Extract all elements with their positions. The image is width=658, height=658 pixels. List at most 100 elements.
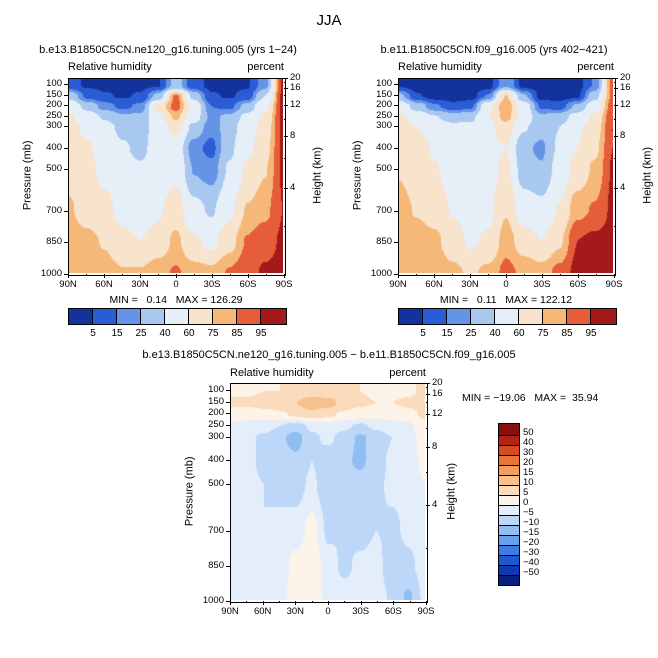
colorbar-label: 50: [523, 427, 534, 438]
height-tick-label: 4: [432, 498, 438, 510]
x-tick-label: 90N: [59, 279, 77, 290]
axis-tick: [470, 274, 471, 278]
pressure-tick-label: 300: [376, 120, 392, 132]
colorbar-label: 5: [523, 487, 529, 498]
colorbar-cell: [542, 308, 569, 325]
axis-tick: [226, 565, 230, 567]
pressure-tick-label: 150: [46, 88, 62, 100]
colorbar-label: −30: [523, 547, 540, 558]
colorbar-label: 40: [489, 328, 501, 339]
x-tick-label: 30S: [203, 279, 221, 290]
height-tick-label: 16: [290, 81, 301, 93]
axis-tick: [614, 135, 618, 137]
axis-tick: [394, 94, 398, 96]
axis-tick: [416, 274, 417, 276]
axis-tick: [86, 274, 87, 276]
colorbar-cell: [398, 308, 425, 325]
axis-tick: [176, 274, 177, 278]
pressure-tick-label: 400: [376, 141, 392, 153]
colorbar-label: 15: [523, 467, 534, 478]
colorbar-label: 85: [231, 328, 243, 339]
axis-tick: [394, 147, 398, 149]
axis-tick: [284, 118, 286, 120]
colorbar-cell: [498, 423, 520, 436]
axis-tick: [394, 84, 398, 86]
pressure-axis-label: Pressure (mb): [183, 456, 196, 527]
axis-tick: [284, 135, 288, 137]
x-tick-label: 90N: [389, 279, 407, 290]
pressure-tick-label: 200: [46, 99, 62, 111]
contour-canvas: [231, 384, 425, 600]
axis-tick: [452, 274, 453, 276]
colorbar-label: 75: [537, 328, 549, 339]
axis-tick: [488, 274, 489, 276]
height-tick-label: 8: [620, 129, 626, 141]
contour-canvas: [69, 79, 283, 273]
axis-tick: [246, 601, 248, 603]
axis-tick: [64, 115, 68, 117]
x-tick-label: 30S: [533, 279, 551, 290]
x-tick-label: 30N: [461, 279, 479, 290]
axis-tick: [426, 393, 430, 395]
pressure-tick-label: 200: [376, 99, 392, 111]
axis-tick: [434, 274, 435, 278]
colorbar-label: 20: [523, 457, 534, 468]
axis-tick: [122, 274, 123, 276]
pressure-tick-label: 100: [46, 78, 62, 90]
axis-tick: [394, 274, 398, 275]
pressure-tick-label: 150: [376, 88, 392, 100]
axis-tick: [226, 436, 230, 438]
axis-tick: [68, 274, 69, 278]
axis-tick: [158, 274, 159, 276]
axis-tick: [64, 210, 68, 212]
axis-tick: [614, 274, 615, 278]
units-label: percent: [389, 367, 426, 379]
height-axis-label: Height (km): [445, 462, 458, 520]
axis-tick: [393, 601, 395, 605]
axis-tick: [226, 390, 230, 392]
axis-tick: [426, 504, 430, 506]
colorbar-label: 95: [255, 328, 267, 339]
x-tick-label: 30N: [131, 279, 149, 290]
x-tick-label: 60S: [569, 279, 587, 290]
pressure-tick-label: 250: [46, 109, 62, 121]
axis-tick: [262, 601, 264, 605]
height-tick-label: 12: [290, 99, 301, 111]
x-tick-label: 90N: [221, 606, 239, 617]
axis-tick: [426, 472, 428, 474]
colorbar-label: 30: [523, 447, 534, 458]
pressure-tick-label: 400: [46, 141, 62, 153]
height-tick-label: 4: [620, 181, 626, 193]
colorbar-cell: [92, 308, 119, 325]
colorbar-cell: [470, 308, 497, 325]
axis-tick: [614, 105, 618, 107]
colorbar-label: 40: [159, 328, 171, 339]
x-tick-label: 90S: [417, 606, 435, 617]
axis-tick: [394, 242, 398, 244]
axis-tick: [284, 87, 288, 89]
field-label: Relative humidity: [68, 61, 152, 73]
axis-tick: [614, 95, 616, 97]
colorbar-label: −50: [523, 567, 540, 578]
colorbar-cell: [590, 308, 617, 325]
colorbar-cell: [188, 308, 215, 325]
height-axis-label: Height (km): [641, 146, 654, 204]
height-tick-label: 20: [620, 72, 631, 83]
colorbar-cell: [140, 308, 167, 325]
axis-tick: [64, 84, 68, 86]
axis-tick: [284, 78, 288, 79]
axis-tick: [284, 274, 285, 278]
axis-tick: [226, 401, 230, 403]
height-tick-label: 20: [432, 377, 443, 388]
pressure-tick-label: 500: [208, 477, 224, 489]
minmax-label: MIN = 0.11 MAX = 122.12: [439, 294, 573, 306]
colorbar-label: 15: [441, 328, 453, 339]
height-tick-label: 4: [290, 181, 296, 193]
axis-tick: [284, 158, 286, 160]
colorbar-label: 60: [513, 328, 525, 339]
axis-tick: [426, 383, 430, 384]
height-tick-label: 16: [432, 387, 443, 399]
axis-tick: [230, 274, 231, 276]
height-axis-label: Height (km): [311, 146, 324, 204]
